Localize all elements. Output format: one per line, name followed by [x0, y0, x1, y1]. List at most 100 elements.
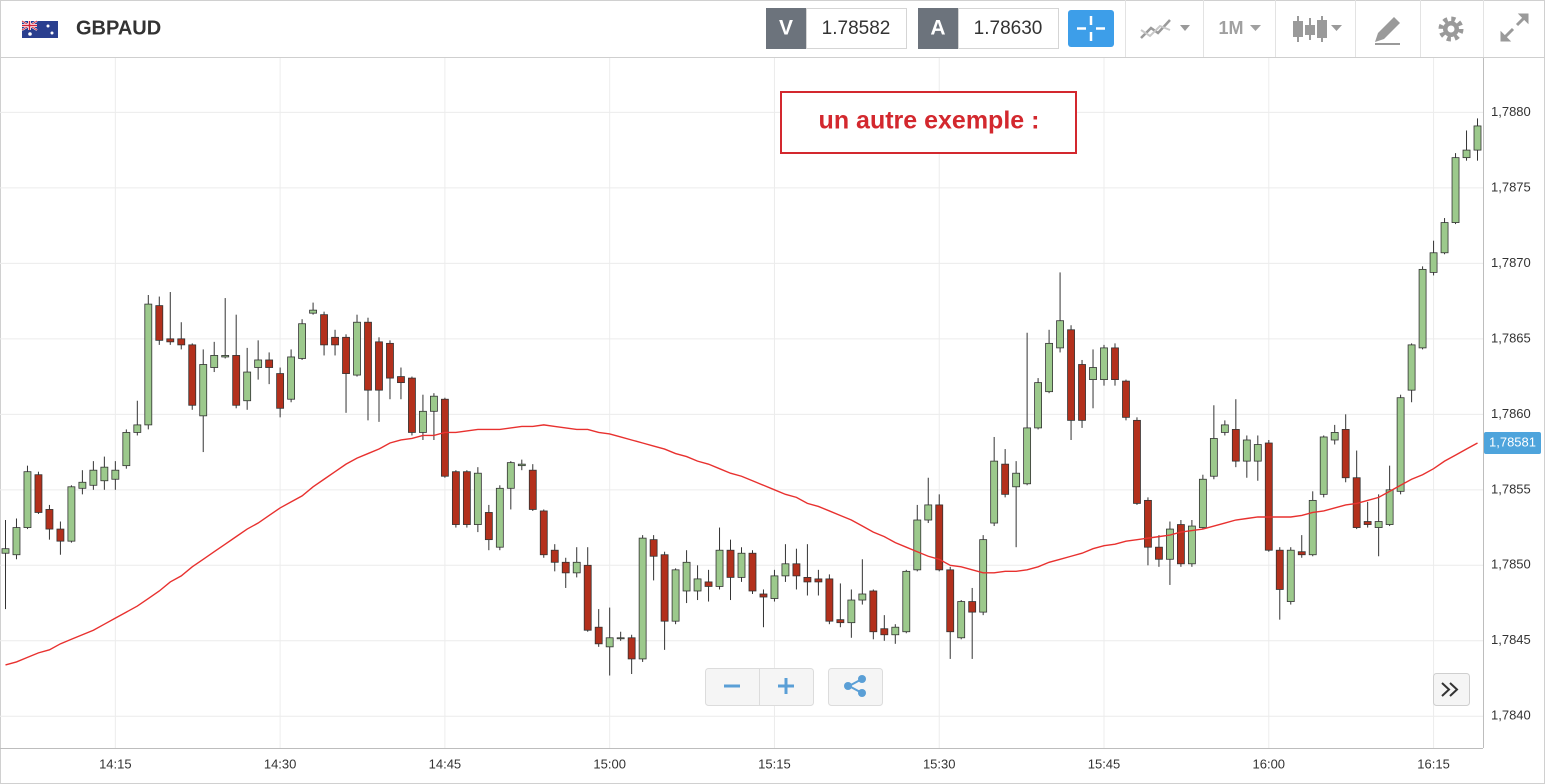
candle-body	[265, 359, 274, 368]
ask-button[interactable]	[918, 8, 958, 49]
candle-body	[495, 487, 504, 548]
annotation-box	[780, 91, 1077, 154]
ask-label: A	[930, 17, 945, 40]
timeframe-button[interactable]: 1M	[1218, 18, 1261, 38]
candle-body	[1187, 525, 1196, 565]
candle-body	[45, 509, 54, 530]
zoom-controls	[705, 668, 814, 706]
candle-body	[1122, 380, 1130, 418]
candle-body	[957, 601, 966, 639]
candle-body	[1286, 549, 1295, 602]
plot-area	[0, 58, 1484, 749]
candle-body	[166, 338, 175, 343]
candle-body	[693, 578, 702, 592]
candle-body	[539, 510, 548, 556]
candle-body	[397, 376, 405, 384]
x-tick-label: 14:15	[99, 756, 132, 771]
candle-body	[462, 471, 471, 525]
candle-body	[408, 377, 416, 433]
candle-body	[221, 355, 230, 358]
candle-body	[803, 576, 812, 583]
candle-body	[419, 410, 427, 433]
candle-body	[298, 323, 306, 359]
candle-body	[1001, 463, 1010, 495]
candle-body	[638, 537, 647, 660]
bid-button[interactable]	[766, 8, 806, 49]
candle-body	[1308, 499, 1317, 556]
candle-body	[1067, 329, 1075, 421]
candle-body	[232, 355, 241, 406]
crosshair-button[interactable]	[1068, 10, 1114, 47]
candle-body	[836, 619, 845, 624]
candle-body	[353, 321, 361, 376]
candle-body	[550, 549, 559, 563]
candles-button[interactable]	[1293, 16, 1342, 42]
candle-body	[968, 601, 977, 613]
moving-average-line	[5, 424, 1478, 666]
candle-body	[1209, 438, 1218, 477]
candle-body	[1, 548, 10, 554]
candle-body	[561, 561, 570, 574]
candle-body	[660, 554, 669, 622]
zoom-in-icon	[778, 678, 794, 694]
candle-body	[1374, 521, 1383, 528]
candle-body	[78, 481, 87, 489]
candle-body	[913, 519, 922, 571]
candle-body	[309, 309, 317, 314]
bid-price: 1.78582	[822, 18, 891, 39]
candle-body	[451, 471, 460, 525]
candle-body	[781, 563, 790, 577]
candle-body	[1155, 546, 1163, 560]
candle-body	[100, 466, 109, 482]
candle-body	[682, 561, 691, 592]
candle-body	[320, 314, 328, 346]
candle-body	[1034, 382, 1042, 429]
x-tick-label: 16:15	[1417, 756, 1450, 771]
candle-body	[847, 599, 856, 624]
candle-body	[605, 637, 614, 648]
y-tick-label: 1,7880	[1491, 104, 1531, 119]
candle-body	[671, 569, 680, 622]
toolbar: GBPAUD V 1.78582 A 1.78630 1M	[0, 0, 1545, 58]
candle-body	[649, 539, 658, 557]
candle-body	[1418, 268, 1427, 349]
annotation: un autre exemple :	[819, 107, 1040, 135]
candle-body	[89, 469, 98, 486]
candle-body	[1385, 489, 1394, 525]
candle-body	[891, 626, 900, 636]
settings-button[interactable]	[1438, 16, 1464, 42]
candle-body	[792, 563, 801, 577]
last-value-box	[1484, 432, 1541, 455]
candle-body	[1264, 442, 1273, 551]
y-tick-label: 1,7860	[1491, 406, 1531, 421]
x-tick-label: 15:00	[593, 756, 626, 771]
ask-box	[958, 8, 1059, 49]
draw-button[interactable]	[1375, 17, 1400, 45]
candle-body	[770, 575, 779, 599]
candle-body	[1100, 347, 1108, 380]
share-button[interactable]	[828, 668, 883, 706]
ask-price: 1.78630	[974, 18, 1043, 39]
candle-body	[902, 570, 911, 633]
scroll-end-button[interactable]	[1433, 673, 1470, 706]
candle-body	[1253, 444, 1262, 462]
candle-body	[177, 338, 186, 346]
chart-type-button[interactable]	[1140, 19, 1190, 39]
candle-body	[594, 626, 603, 645]
candle-body	[704, 581, 713, 587]
fullscreen-button[interactable]	[1500, 13, 1529, 42]
crosshair-icon	[1077, 16, 1105, 41]
candle-body	[506, 462, 515, 489]
candle-body	[517, 463, 526, 467]
candle-body	[528, 469, 537, 510]
last-value-label: 1,78581	[1489, 434, 1536, 449]
candle-body	[1220, 424, 1229, 433]
candle-body	[1242, 439, 1251, 462]
candle-body	[34, 474, 43, 513]
candle-body	[825, 578, 834, 622]
candle-body	[188, 344, 197, 406]
candle-body	[276, 373, 285, 409]
y-tick-label: 1,7855	[1491, 481, 1531, 496]
candle-body	[1363, 521, 1372, 525]
